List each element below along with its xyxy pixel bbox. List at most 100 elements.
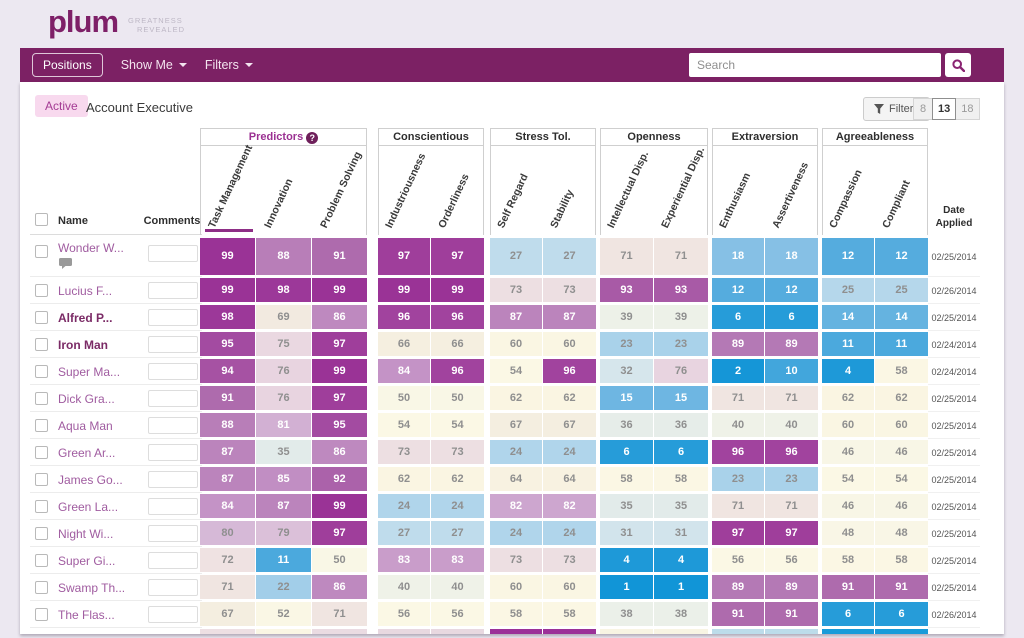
score-cell[interactable]: 80 [200, 521, 255, 545]
score-cell[interactable]: 27 [378, 521, 430, 545]
score-cell[interactable]: 67 [200, 602, 255, 626]
comments-input[interactable] [148, 579, 198, 596]
score-cell[interactable]: 12 [875, 238, 928, 275]
score-cell[interactable]: 24 [431, 494, 484, 518]
score-cell[interactable]: 62 [378, 467, 430, 491]
score-cell[interactable]: 46 [822, 494, 874, 518]
score-cell[interactable]: 46 [822, 440, 874, 464]
score-cell[interactable]: 71 [765, 494, 818, 518]
score-cell[interactable]: 40 [712, 413, 764, 437]
score-cell[interactable]: 4 [822, 359, 874, 383]
score-cell[interactable]: 46 [875, 494, 928, 518]
score-cell[interactable]: 76 [256, 359, 311, 383]
candidate-name-link[interactable]: Aqua Man [58, 418, 113, 433]
score-cell[interactable]: 89 [712, 575, 764, 599]
score-cell[interactable]: 11 [256, 548, 311, 572]
score-cell[interactable]: 24 [490, 521, 542, 545]
score-cell[interactable]: 24 [543, 521, 596, 545]
search-input[interactable] [689, 53, 941, 77]
score-cell[interactable]: 99 [312, 359, 367, 383]
score-cell[interactable]: 1 [654, 575, 708, 599]
view-size-button-13[interactable]: 13 [932, 98, 957, 120]
score-cell[interactable] [875, 629, 928, 634]
score-cell[interactable]: 73 [490, 278, 542, 302]
score-cell[interactable]: 23 [712, 467, 764, 491]
score-cell[interactable]: 56 [765, 548, 818, 572]
score-cell[interactable]: 89 [712, 332, 764, 356]
positions-button[interactable]: Positions [32, 53, 103, 77]
score-cell[interactable]: 4 [654, 548, 708, 572]
score-cell[interactable]: 40 [765, 413, 818, 437]
score-cell[interactable]: 60 [490, 575, 542, 599]
view-size-button-8[interactable]: 8 [913, 98, 933, 120]
score-cell[interactable]: 27 [431, 521, 484, 545]
candidate-name-link[interactable]: The Flas... [58, 607, 115, 622]
score-cell[interactable]: 22 [256, 575, 311, 599]
score-cell[interactable]: 54 [875, 467, 928, 491]
row-checkbox[interactable] [35, 365, 48, 378]
comments-input[interactable] [148, 498, 198, 515]
score-cell[interactable]: 39 [600, 305, 653, 329]
score-cell[interactable]: 60 [875, 413, 928, 437]
score-cell[interactable]: 96 [431, 305, 484, 329]
score-cell[interactable]: 58 [600, 467, 653, 491]
score-cell[interactable]: 15 [654, 386, 708, 410]
score-cell[interactable] [256, 629, 311, 634]
score-cell[interactable]: 95 [312, 413, 367, 437]
score-cell[interactable]: 6 [875, 602, 928, 626]
candidate-name-link[interactable]: Green Ar... [58, 445, 116, 460]
score-cell[interactable]: 82 [543, 494, 596, 518]
score-cell[interactable]: 62 [431, 467, 484, 491]
show-me-menu[interactable]: Show Me [121, 58, 187, 72]
score-cell[interactable]: 48 [875, 521, 928, 545]
comments-input[interactable] [148, 282, 198, 299]
score-cell[interactable]: 62 [875, 386, 928, 410]
score-cell[interactable]: 4 [600, 548, 653, 572]
score-cell[interactable]: 84 [200, 494, 255, 518]
score-cell[interactable]: 56 [712, 548, 764, 572]
help-icon[interactable]: ? [306, 132, 319, 144]
score-cell[interactable]: 91 [765, 602, 818, 626]
row-checkbox[interactable] [35, 581, 48, 594]
score-cell[interactable]: 54 [378, 413, 430, 437]
score-cell[interactable]: 50 [431, 386, 484, 410]
score-cell[interactable]: 93 [600, 278, 653, 302]
score-cell[interactable]: 18 [712, 238, 764, 275]
candidate-name-link[interactable]: Swamp Th... [58, 580, 126, 595]
score-cell[interactable]: 58 [654, 467, 708, 491]
score-cell[interactable]: 31 [654, 521, 708, 545]
score-cell[interactable]: 73 [490, 548, 542, 572]
comments-input[interactable] [148, 525, 198, 542]
row-checkbox[interactable] [35, 245, 48, 258]
score-cell[interactable]: 71 [765, 386, 818, 410]
search-button[interactable] [945, 53, 971, 77]
score-cell[interactable]: 67 [543, 413, 596, 437]
score-cell[interactable]: 69 [256, 305, 311, 329]
score-cell[interactable]: 83 [431, 548, 484, 572]
comments-input[interactable] [148, 417, 198, 434]
score-cell[interactable]: 39 [654, 305, 708, 329]
score-cell[interactable]: 32 [600, 359, 653, 383]
score-cell[interactable]: 73 [543, 548, 596, 572]
score-cell[interactable]: 10 [765, 359, 818, 383]
score-cell[interactable]: 88 [200, 413, 255, 437]
score-cell[interactable]: 91 [712, 602, 764, 626]
score-cell[interactable]: 91 [875, 575, 928, 599]
score-cell[interactable]: 18 [765, 238, 818, 275]
score-cell[interactable]: 94 [200, 359, 255, 383]
score-cell[interactable]: 93 [654, 278, 708, 302]
score-cell[interactable]: 83 [378, 548, 430, 572]
score-cell[interactable]: 2 [712, 359, 764, 383]
score-cell[interactable]: 12 [822, 238, 874, 275]
score-cell[interactable]: 12 [765, 278, 818, 302]
score-cell[interactable] [378, 629, 430, 634]
score-cell[interactable]: 11 [822, 332, 874, 356]
score-cell[interactable]: 99 [431, 278, 484, 302]
score-cell[interactable]: 85 [256, 467, 311, 491]
score-cell[interactable]: 6 [712, 305, 764, 329]
score-cell[interactable]: 64 [490, 467, 542, 491]
score-cell[interactable]: 96 [431, 359, 484, 383]
score-cell[interactable]: 66 [378, 332, 430, 356]
score-cell[interactable]: 72 [200, 548, 255, 572]
score-cell[interactable]: 87 [490, 305, 542, 329]
